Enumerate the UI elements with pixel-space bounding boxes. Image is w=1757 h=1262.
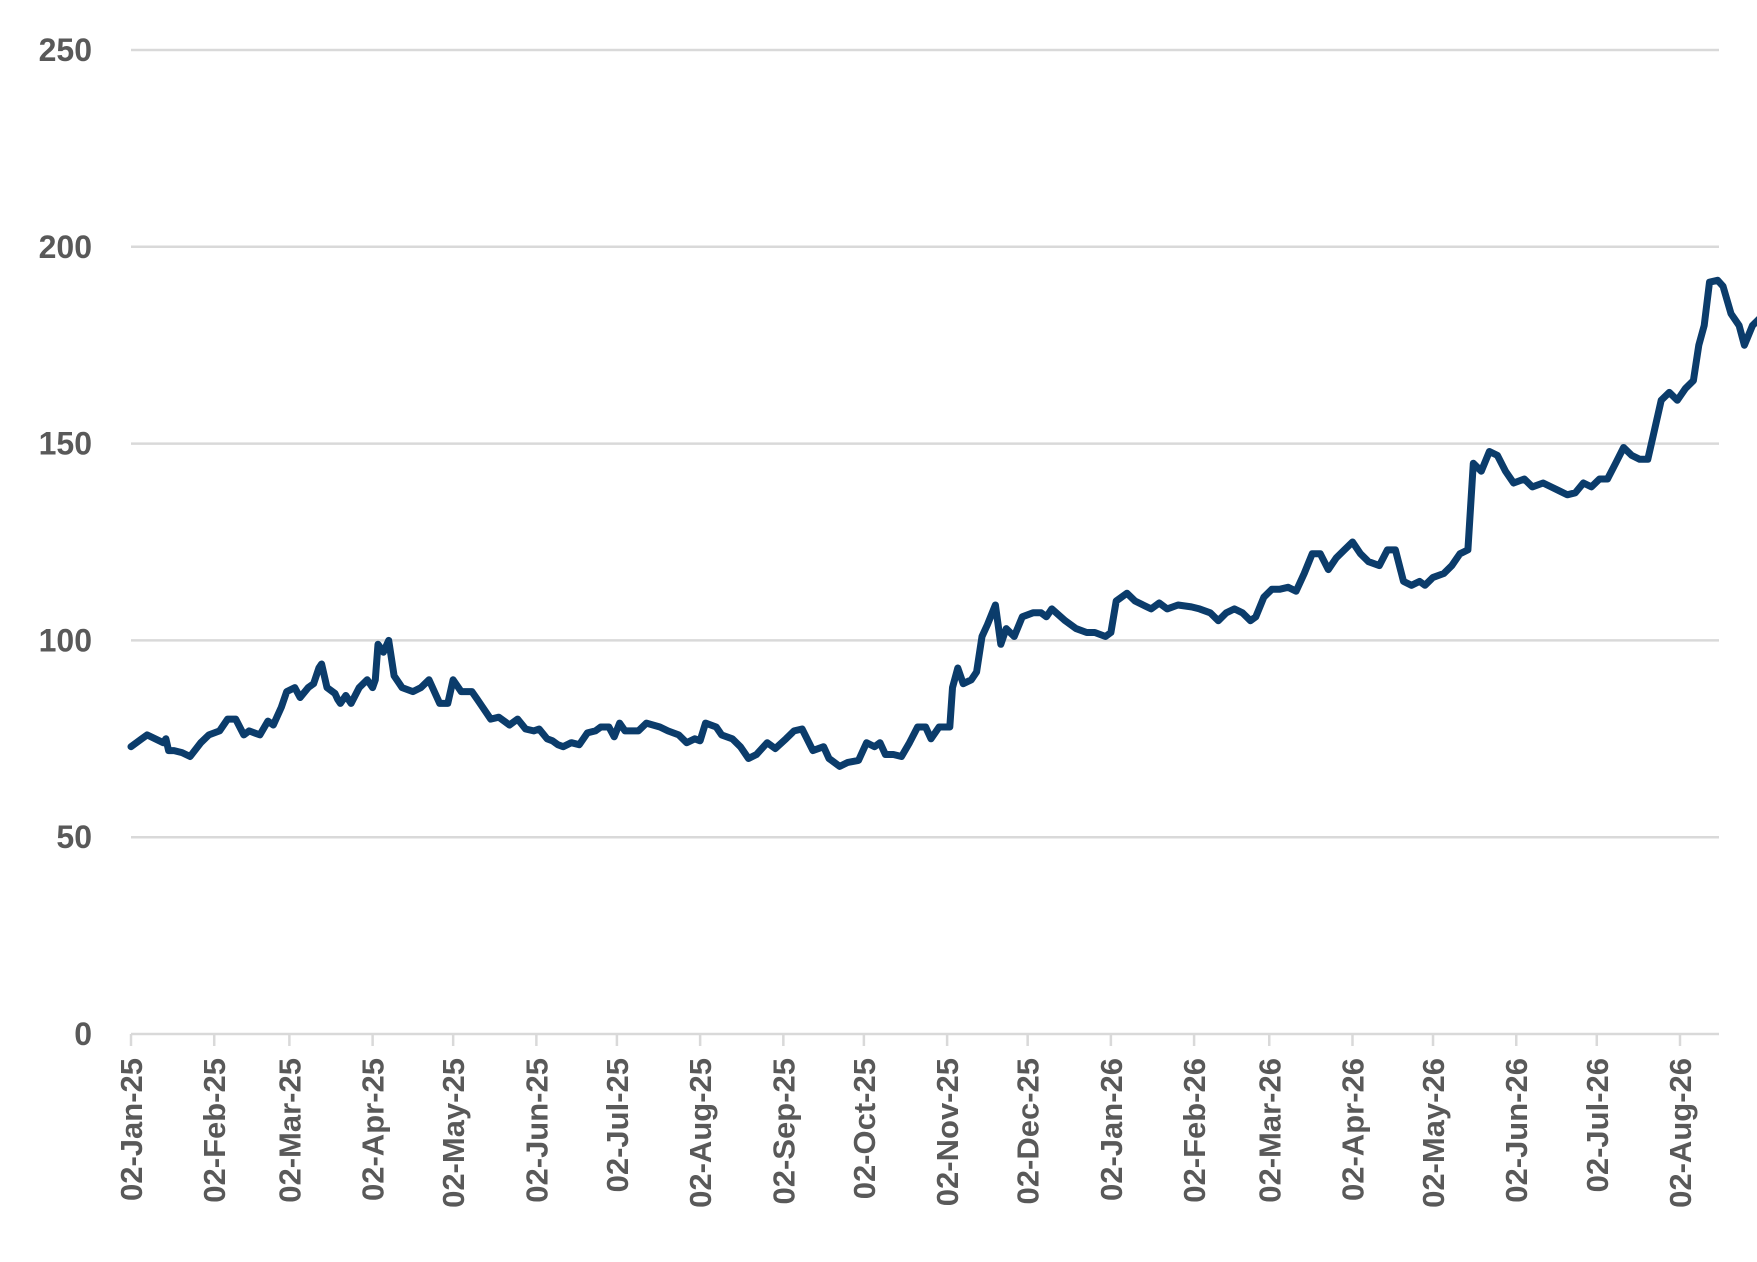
series-layer xyxy=(127,276,1757,770)
x-tick-label: 02-Jun-25 xyxy=(519,1058,554,1203)
x-tick-label: 02-Jul-26 xyxy=(1580,1058,1615,1192)
x-tick-label: 02-Aug-25 xyxy=(683,1058,718,1208)
x-tick-label: 02-Aug-26 xyxy=(1663,1058,1698,1208)
x-tick-label: 02-Apr-26 xyxy=(1335,1058,1370,1201)
x-tick-label: 02-Jan-25 xyxy=(114,1058,149,1201)
x-tick-label: 02-Apr-25 xyxy=(356,1058,391,1201)
x-axis: 02-Jan-25 02-Feb-25 02-Mar-25 02-Apr-25 02-M… xyxy=(114,1032,1719,1208)
y-tick-label: 200 xyxy=(39,229,92,265)
y-axis-tick-labels: 0 50 100 150 200 250 xyxy=(39,32,92,1052)
x-tick-label: 02-Nov-25 xyxy=(930,1058,965,1206)
x-tick-label: 02-Sep-25 xyxy=(766,1058,801,1204)
x-tick-label: 02-Feb-26 xyxy=(1177,1058,1212,1203)
y-tick-label: 250 xyxy=(39,32,92,68)
y-tick-label: 50 xyxy=(56,819,92,855)
y-tick-label: 100 xyxy=(39,622,92,658)
x-tick-label: 02-May-25 xyxy=(436,1058,471,1208)
y-tick-label: 0 xyxy=(74,1016,92,1052)
gridlines xyxy=(131,48,1719,839)
x-tick-label: 02-May-26 xyxy=(1416,1058,1451,1208)
x-tick-label: 02-Dec-25 xyxy=(1011,1058,1046,1204)
series-line xyxy=(127,276,1757,770)
x-tick-label: 02-Mar-26 xyxy=(1252,1058,1287,1203)
x-tick-label: 02-Oct-25 xyxy=(847,1058,882,1199)
y-tick-label: 150 xyxy=(39,426,92,462)
x-tick-label: 02-Jun-26 xyxy=(1499,1058,1534,1203)
x-tick-label: 02-Feb-25 xyxy=(197,1058,232,1203)
x-tick-label: 02-Jul-25 xyxy=(600,1058,635,1192)
x-tick-label: 02-Mar-25 xyxy=(272,1058,307,1203)
x-tick-label: 02-Jan-26 xyxy=(1094,1058,1129,1201)
